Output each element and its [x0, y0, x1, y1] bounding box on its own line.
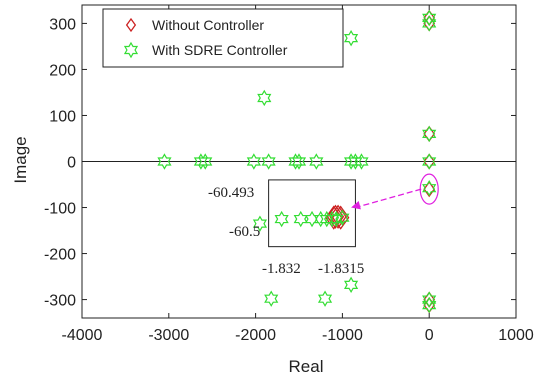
zoom-arrow-head — [351, 201, 361, 210]
x-axis-title: Real — [289, 357, 324, 376]
sdre-controller-point-11 — [261, 153, 276, 170]
axes: Real Image -4000 -3000 -2000 -1000 0 1000-300… — [11, 5, 534, 376]
zoom-box — [268, 179, 356, 248]
y-tick-label: 0 — [67, 155, 76, 172]
zoom-label-y-bottom: -60.5 — [229, 224, 260, 240]
x-tick-label: 0 — [425, 327, 434, 344]
data-markers — [157, 9, 437, 314]
y-tick-label: 200 — [49, 62, 76, 79]
y-tick-label: -300 — [44, 293, 76, 310]
x-tick-label: -4000 — [62, 327, 103, 344]
legend-marker-with-sdre-controller — [123, 41, 139, 59]
sdre-controller-point-18 — [252, 215, 268, 232]
x-tick-label: -3000 — [148, 327, 189, 344]
sdre-controller-point-9 — [198, 153, 213, 170]
x-tick-label: -1000 — [322, 327, 363, 344]
sdre-controller-point-14 — [309, 153, 324, 170]
y-axis-title: Image — [11, 136, 30, 183]
sdre-controller-point-7 — [157, 153, 172, 170]
sdre-controller-point-17 — [354, 153, 369, 170]
sdre-controller-point-25 — [329, 210, 344, 228]
legend: Without Controller With SDRE Controller — [102, 8, 344, 68]
annotations: -60.493 -60.5 -1.832 -1.8315 — [208, 173, 439, 277]
legend-label-with-sdre-controller: With SDRE Controller — [152, 42, 288, 58]
legend-diamond-icon — [125, 17, 137, 33]
y-tick-label: 100 — [49, 108, 76, 125]
y-tick-label: -100 — [44, 201, 76, 218]
sdre-controller-point-31 — [422, 296, 437, 314]
sdre-controller-point-4 — [422, 125, 437, 143]
legend-hexagram-icon — [123, 41, 139, 59]
sdre-controller-point-30 — [422, 291, 437, 308]
y-tick-label: 300 — [49, 16, 76, 33]
zoom-label-x-left: -1.832 — [262, 261, 301, 277]
legend-box — [102, 8, 344, 68]
sdre-controller-point-5 — [422, 153, 437, 170]
sdre-controller-point-29 — [343, 276, 359, 294]
sdre-controller-point-10 — [246, 153, 261, 170]
sdre-controller-point-26 — [335, 209, 350, 226]
sdre-controller-point-27 — [264, 290, 279, 307]
sdre-controller-point-2 — [343, 29, 359, 47]
y-tick-label: -200 — [44, 247, 76, 264]
sdre-controller-point-6 — [422, 180, 437, 197]
sdre-controller-point-3 — [257, 89, 272, 107]
zoom-label-x-right: -1.8315 — [318, 261, 364, 277]
sdre-controller-point-16 — [348, 153, 363, 170]
sdre-controller-point-0 — [422, 9, 437, 27]
sdre-controller-point-28 — [317, 290, 333, 307]
legend-label-without-controller: Without Controller — [152, 17, 264, 33]
sdre-controller-point-1 — [422, 15, 437, 32]
x-tick-label: -2000 — [235, 327, 276, 344]
sdre-controller-point-19 — [274, 210, 289, 228]
zoom-label-y-top: -60.493 — [208, 185, 254, 201]
zoom-arrow-line — [358, 188, 422, 208]
legend-marker-without-controller — [125, 17, 137, 33]
x-tick-label: 1000 — [498, 327, 534, 344]
sdre-controller-point-13 — [291, 153, 307, 170]
